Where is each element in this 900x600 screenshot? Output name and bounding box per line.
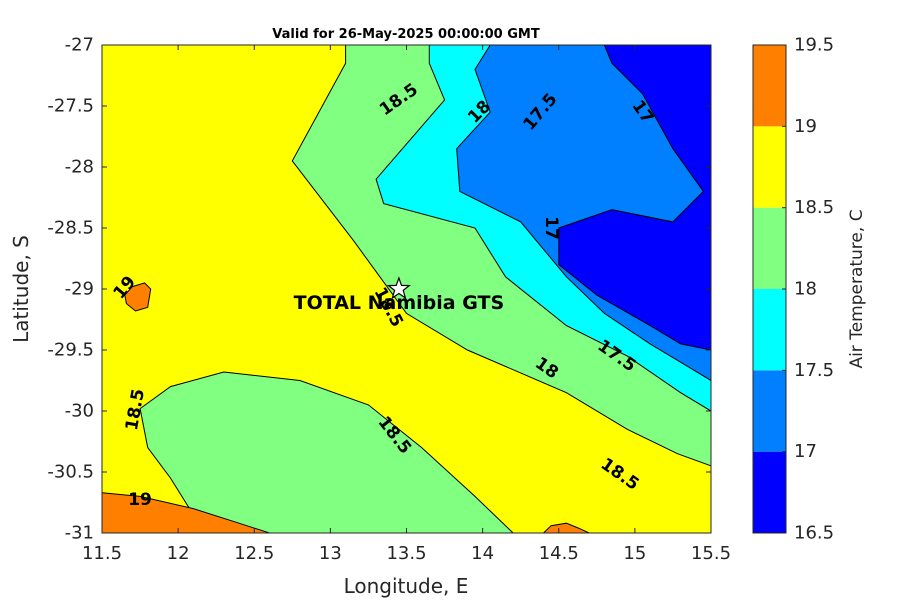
x-tick-label-8: 15.5 xyxy=(691,543,731,564)
contour-label-4: 17 xyxy=(541,216,561,240)
colorbar-bin-4 xyxy=(753,126,786,208)
contour-region-19-6 xyxy=(124,282,152,312)
colorbar-label: Air Temperature, C xyxy=(847,209,867,368)
chart-title: Valid for 26-May-2025 00:00:00 GMT xyxy=(272,27,540,42)
colorbar-tick-label-1: 17 xyxy=(794,441,817,462)
x-tick-label-6: 14.5 xyxy=(539,543,579,564)
y-tick-label-1: -27.5 xyxy=(47,96,94,117)
x-tick-label-0: 11.5 xyxy=(82,543,122,564)
colorbar-bin-0 xyxy=(753,451,786,533)
y-tick-label-7: -30.5 xyxy=(47,462,94,483)
contour-region-16.5-3 xyxy=(558,45,711,351)
y-tick-label-8: -31 xyxy=(65,523,94,544)
x-tick-label-5: 14 xyxy=(471,543,494,564)
y-tick-label-3: -28.5 xyxy=(47,218,94,239)
y-axis-label: Latitude, S xyxy=(9,235,33,343)
x-tick-label-7: 15 xyxy=(623,543,646,564)
x-tick-label-4: 13.5 xyxy=(386,543,426,564)
colorbar-tick-label-3: 18 xyxy=(794,279,817,300)
y-axis-ticks: -27 -27.5 -28 -28.5 -29 -29.5 -30 -30.5 -31 xyxy=(47,35,711,544)
y-tick-label-6: -30 xyxy=(65,401,94,422)
colorbar-tick-label-0: 16.5 xyxy=(794,523,834,544)
y-tick-label-4: -29 xyxy=(65,279,94,300)
y-tick-label-2: -28 xyxy=(65,157,94,178)
contour-region-19-5 xyxy=(102,492,270,533)
colorbar-bin-2 xyxy=(753,289,786,371)
station-star-icon xyxy=(386,276,411,300)
colorbar-tick-label-2: 17.5 xyxy=(794,360,834,381)
y-tick-label-5: -29.5 xyxy=(47,340,94,361)
contour-region-19-7 xyxy=(542,522,590,533)
x-tick-label-1: 12 xyxy=(167,543,190,564)
colorbar-tick-label-5: 19 xyxy=(794,116,817,137)
contour-label-12: 19 xyxy=(128,490,152,510)
contour-regions xyxy=(102,45,711,533)
x-tick-label-3: 13 xyxy=(319,543,342,564)
x-tick-label-2: 12.5 xyxy=(234,543,274,564)
contour-region-18-4 xyxy=(139,371,514,533)
colorbar-tick-label-4: 18.5 xyxy=(794,197,834,218)
y-tick-label-0: -27 xyxy=(65,35,94,56)
station-marker-group: TOTAL Namibia GTS xyxy=(294,276,505,314)
x-axis-ticks: 11.5 12 12.5 13 13.5 14 14.5 15 15.5 xyxy=(82,45,731,564)
colorbar-bin-1 xyxy=(753,370,786,452)
plot-area xyxy=(102,45,711,533)
station-name: TOTAL Namibia GTS xyxy=(294,292,505,314)
colorbar-bin-5 xyxy=(753,45,786,127)
colorbar: 16.5 17 17.5 18 18.5 19 19.5 xyxy=(752,35,834,544)
x-axis-label: Longitude, E xyxy=(344,574,469,598)
colorbar-tick-label-6: 19.5 xyxy=(794,35,834,56)
colorbar-bin-3 xyxy=(753,207,786,289)
